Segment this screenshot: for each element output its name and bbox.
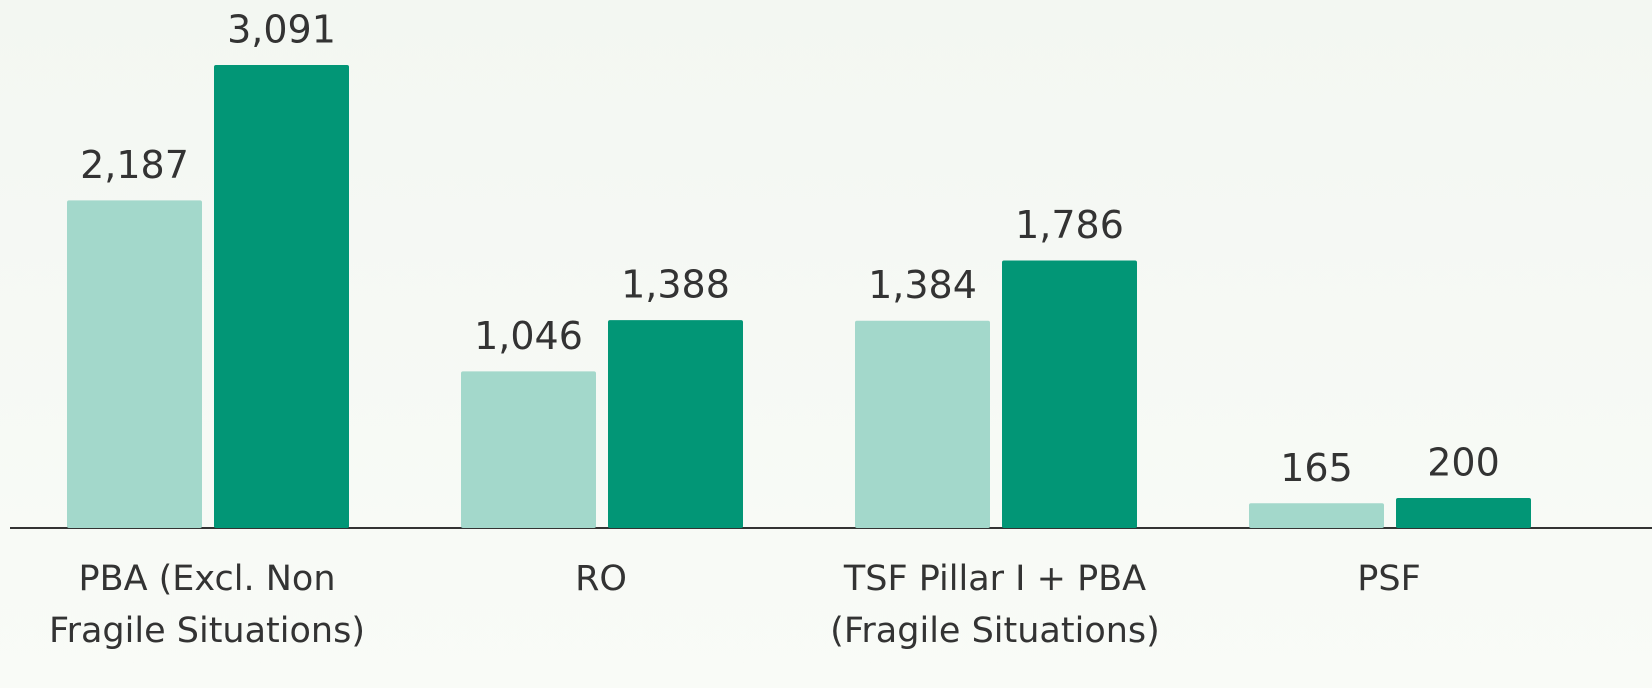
bar — [1396, 498, 1531, 528]
x-tick-label: RO — [575, 559, 627, 599]
value-label: 1,384 — [868, 263, 977, 307]
value-label: 2,187 — [80, 143, 189, 187]
bar — [214, 65, 349, 528]
value-label: 3,091 — [227, 8, 336, 52]
bar — [1002, 260, 1137, 528]
bar — [608, 320, 743, 528]
x-tick-label: (Fragile Situations) — [830, 611, 1160, 651]
value-label: 1,786 — [1015, 203, 1124, 247]
x-tick-label: PBA (Excl. Non — [78, 559, 335, 599]
value-label: 1,046 — [474, 314, 583, 358]
value-label: 165 — [1280, 446, 1353, 490]
x-tick-label: TSF Pillar I + PBA — [843, 559, 1146, 599]
bar — [1249, 503, 1384, 528]
value-label: 200 — [1427, 441, 1500, 485]
bar — [67, 200, 202, 528]
x-tick-label: Fragile Situations) — [49, 611, 365, 651]
bar — [461, 371, 596, 528]
value-label: 1,388 — [621, 263, 730, 307]
x-tick-label: PSF — [1357, 559, 1420, 599]
bar — [855, 320, 990, 528]
